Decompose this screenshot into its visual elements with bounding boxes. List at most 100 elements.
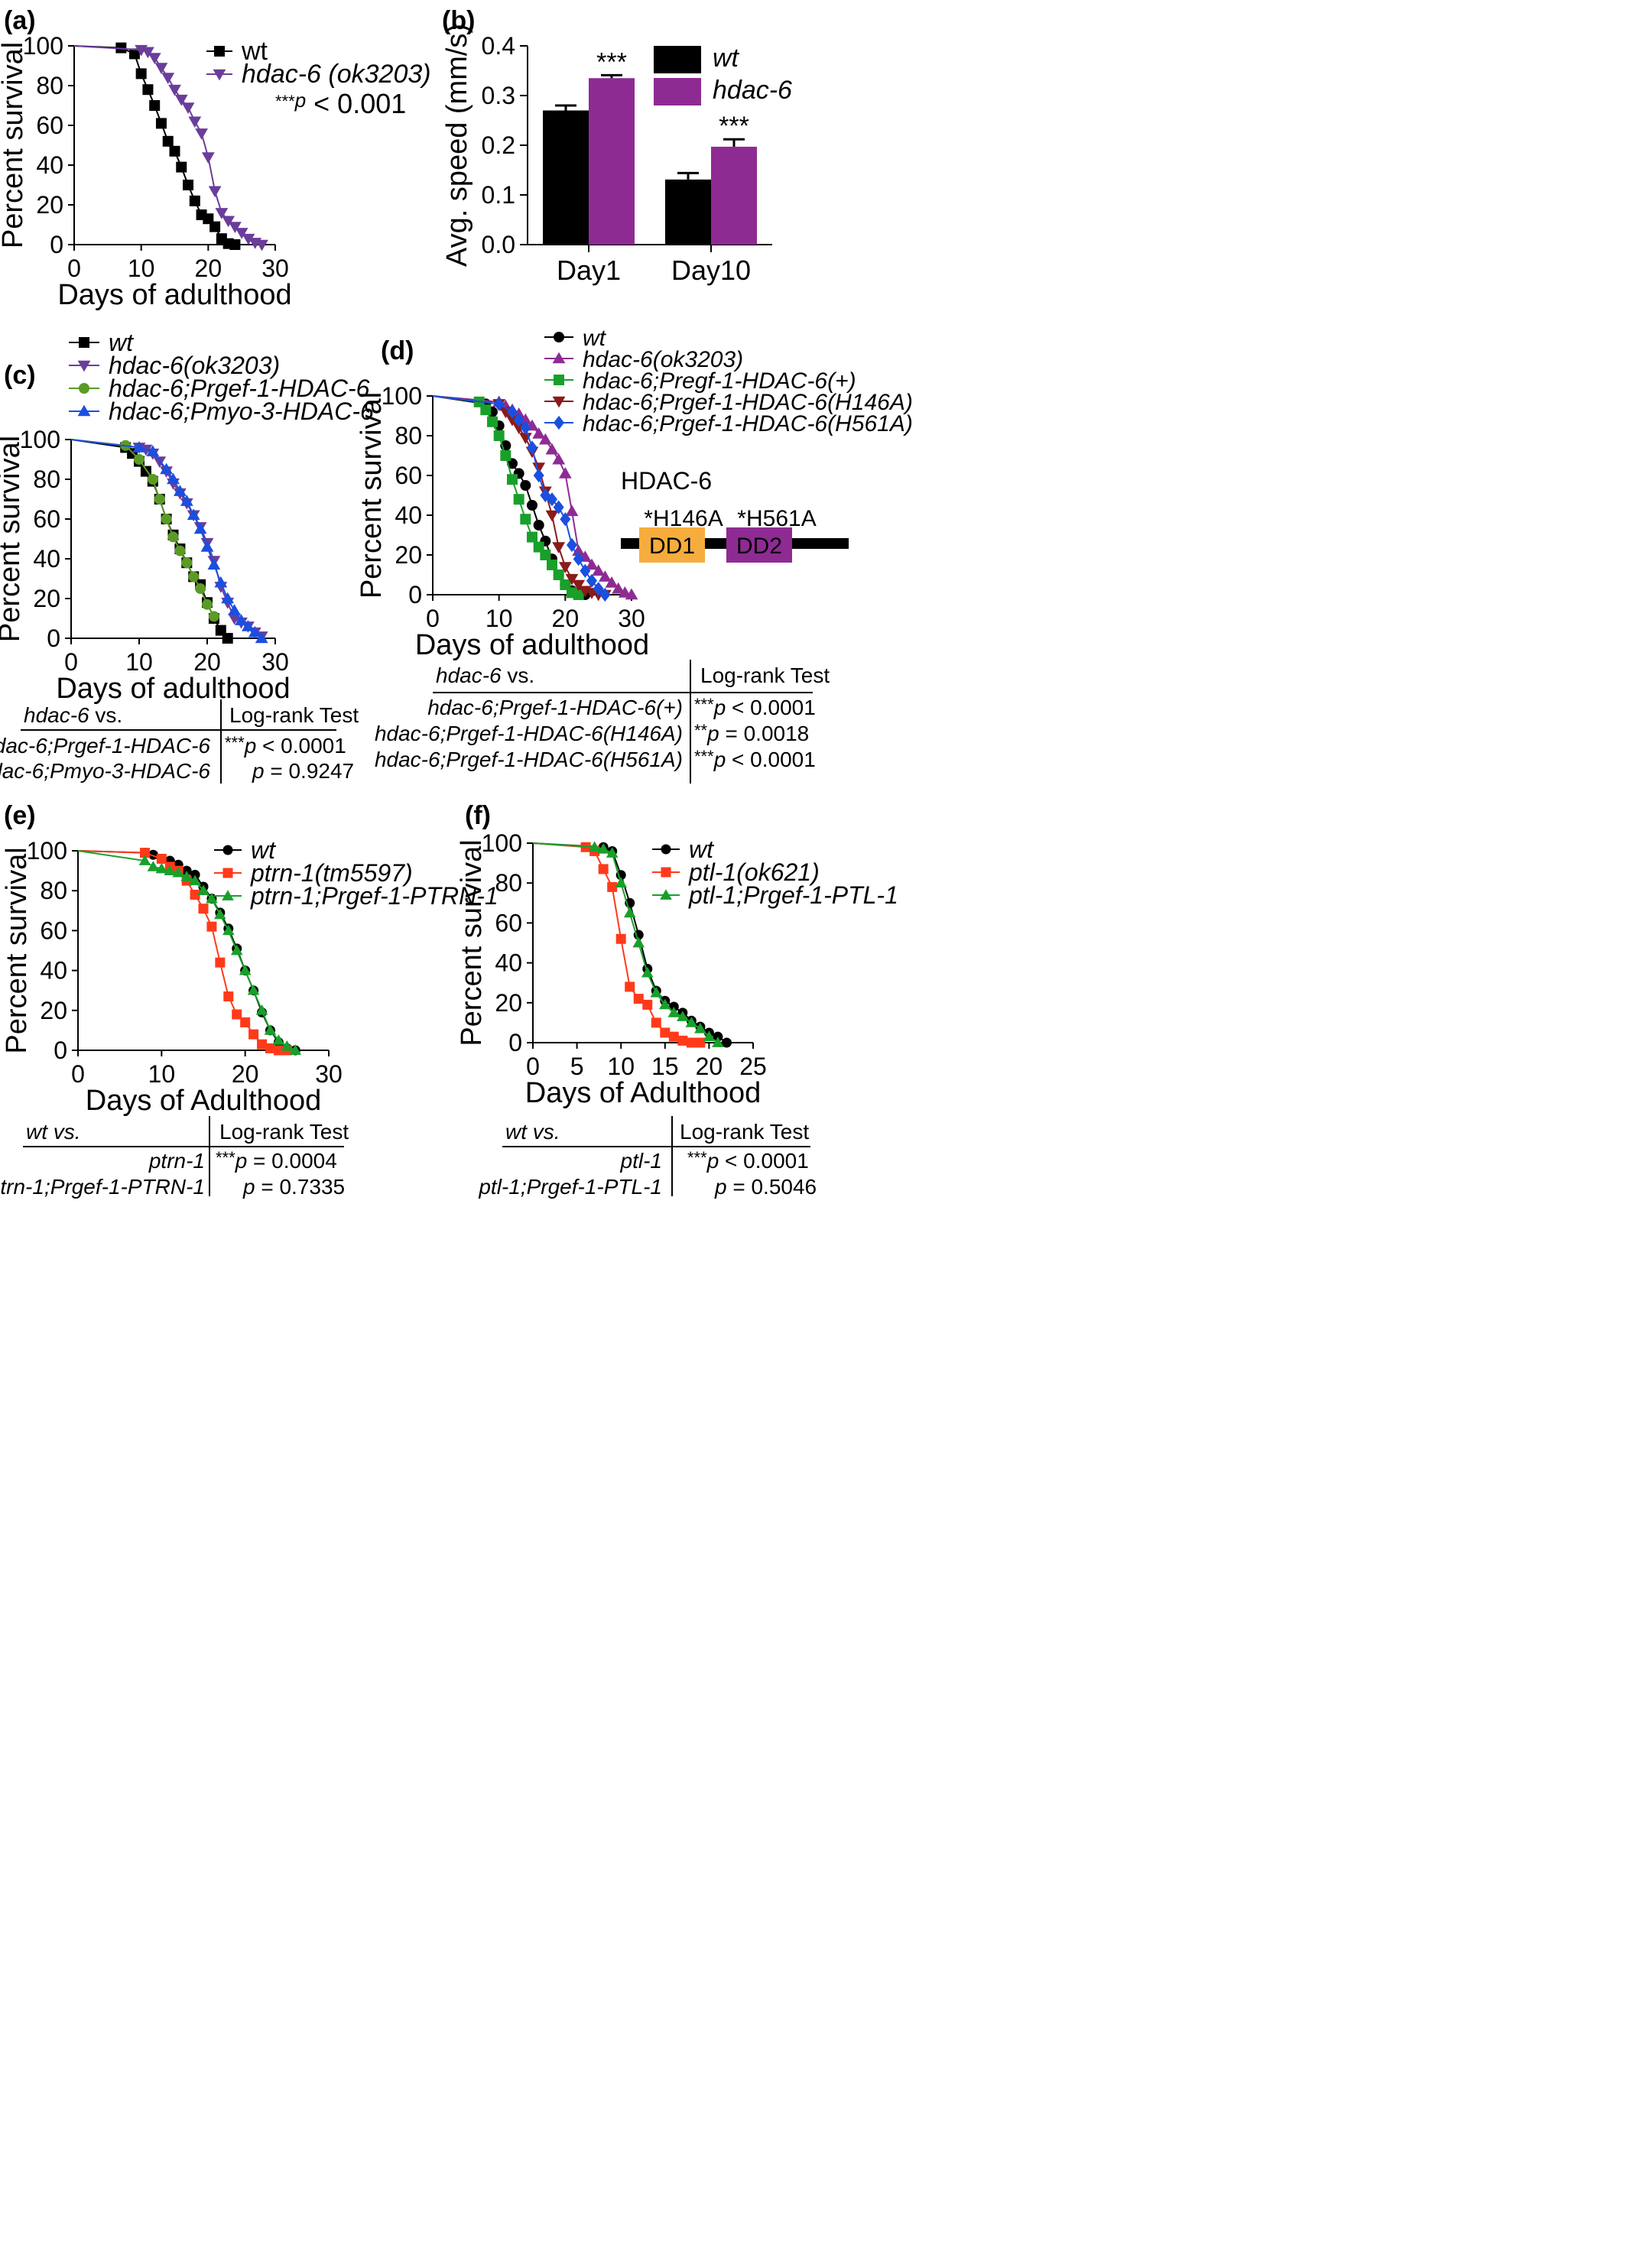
data-point bbox=[240, 1017, 251, 1027]
x-axis-label: Days of adulthood bbox=[415, 629, 649, 661]
data-point bbox=[558, 562, 572, 573]
data-point bbox=[239, 964, 252, 975]
data-point bbox=[694, 1022, 706, 1033]
data-point bbox=[79, 337, 89, 348]
data-point bbox=[255, 1004, 268, 1015]
table-header-left: hdac-6 vs. bbox=[24, 703, 122, 727]
y-tick-label: 80 bbox=[33, 466, 60, 493]
data-point bbox=[552, 352, 566, 364]
data-point bbox=[255, 239, 268, 251]
data-point bbox=[222, 633, 233, 644]
x-axis-label: Days of adulthood bbox=[57, 279, 291, 311]
data-point bbox=[189, 195, 200, 206]
data-point bbox=[660, 889, 672, 900]
data-point bbox=[605, 576, 619, 588]
y-tick-label: 100 bbox=[382, 382, 422, 410]
y-axis-label: Avg. speed (mm/s) bbox=[441, 24, 473, 267]
legend-label: ptrn-1;Prgef-1-PTRN-1 bbox=[250, 882, 498, 910]
data-point bbox=[197, 884, 209, 896]
legend-label: hdac-6(ok3203) bbox=[109, 352, 280, 379]
data-point bbox=[641, 966, 654, 978]
data-point bbox=[623, 907, 636, 918]
table-row-label: hdac-6;Prgef-1-HDAC-6 bbox=[0, 734, 210, 758]
y-tick-label: 20 bbox=[495, 989, 522, 1017]
data-point bbox=[573, 589, 584, 600]
data-point bbox=[162, 135, 174, 147]
x-tick-label: 0 bbox=[526, 1053, 540, 1080]
y-tick-label: 60 bbox=[40, 917, 67, 944]
x-tick-label: 20 bbox=[552, 605, 580, 632]
data-point bbox=[513, 413, 524, 427]
legend-label: hdac-6;Prgef-1-HDAC-6 bbox=[109, 375, 370, 402]
panel-label: (c) bbox=[4, 361, 36, 390]
x-tick-label: 20 bbox=[193, 648, 221, 676]
series bbox=[73, 42, 241, 250]
data-point bbox=[200, 540, 214, 552]
data-point bbox=[247, 984, 260, 995]
data-point bbox=[686, 1037, 697, 1048]
mutation-h146a: *H146A bbox=[644, 506, 723, 531]
stats-table: wt vs. Log-rank Test ptrn-1 ***p = 0.0004 pt… bbox=[0, 1116, 349, 1199]
y-tick-label: 100 bbox=[20, 426, 60, 453]
table-row-value: ***p < 0.0001 bbox=[694, 695, 816, 719]
legend-label: hdac-6;Prgef-1-HDAC-6(H146A) bbox=[583, 390, 913, 415]
legend-label: ptrn-1(tm5597) bbox=[250, 859, 413, 887]
y-axis-label: Percent survival bbox=[0, 42, 29, 248]
data-point bbox=[181, 102, 195, 114]
data-point bbox=[232, 1009, 242, 1020]
data-point bbox=[532, 462, 546, 474]
data-point bbox=[553, 569, 564, 580]
legend-label: wt bbox=[251, 836, 276, 864]
data-point bbox=[169, 145, 180, 157]
data-point bbox=[565, 505, 579, 517]
data-point bbox=[156, 853, 167, 864]
data-point bbox=[147, 474, 158, 485]
x-tick-label: Day10 bbox=[671, 255, 751, 286]
data-point bbox=[588, 841, 601, 852]
data-point bbox=[572, 579, 586, 592]
table-row-value: ***p < 0.0001 bbox=[225, 733, 346, 758]
x-tick-label: 20 bbox=[195, 255, 222, 282]
table-row-label: ptl-1 bbox=[620, 1149, 662, 1173]
data-point bbox=[661, 844, 671, 855]
y-tick-label: 100 bbox=[482, 829, 522, 857]
domain-dd1 bbox=[639, 527, 705, 563]
table-header-left: hdac-6 vs. bbox=[436, 664, 534, 687]
data-point bbox=[174, 485, 187, 496]
data-point bbox=[128, 48, 140, 60]
x-tick-label: 10 bbox=[148, 1060, 176, 1088]
data-point bbox=[79, 383, 89, 394]
legend-swatch bbox=[654, 46, 701, 73]
series bbox=[70, 439, 268, 644]
table-row-value: ***p < 0.0001 bbox=[687, 1148, 809, 1173]
panel-b: (b) 0.0 0.1 0.2 0.3 0.4 Avg. speed (mm/s) Day1 *… bbox=[441, 6, 792, 286]
table-row-value: ***p = 0.0004 bbox=[216, 1148, 337, 1173]
data-point bbox=[146, 445, 160, 456]
data-point bbox=[612, 582, 625, 594]
domain-dd2 bbox=[726, 527, 792, 563]
y-tick-label: 100 bbox=[23, 32, 63, 60]
stats-table: hdac-6 vs. Log-rank Test hdac-6;Prgef-1-HD… bbox=[0, 699, 359, 784]
data-point bbox=[554, 375, 564, 385]
data-point bbox=[213, 69, 226, 81]
data-point bbox=[493, 430, 505, 441]
data-point bbox=[513, 494, 524, 505]
data-point bbox=[160, 462, 173, 475]
data-point bbox=[215, 957, 226, 968]
data-point bbox=[206, 892, 218, 904]
data-point bbox=[668, 1031, 679, 1042]
x-axis-label: Days of Adulthood bbox=[86, 1085, 321, 1117]
data-point bbox=[695, 1037, 706, 1048]
y-tick-label: 60 bbox=[36, 112, 63, 139]
panel-label: (f) bbox=[465, 801, 491, 830]
data-point bbox=[142, 84, 154, 96]
table-row-label: hdac-6;Prgef-1-HDAC-6(H146A) bbox=[375, 722, 683, 745]
data-point bbox=[540, 550, 551, 560]
x-tick-label: 0 bbox=[426, 605, 440, 632]
data-point bbox=[552, 542, 566, 553]
data-point bbox=[214, 908, 226, 920]
data-point bbox=[115, 42, 127, 54]
data-point bbox=[660, 1027, 671, 1038]
data-point bbox=[161, 514, 172, 524]
y-tick-label: 0.4 bbox=[482, 32, 515, 60]
